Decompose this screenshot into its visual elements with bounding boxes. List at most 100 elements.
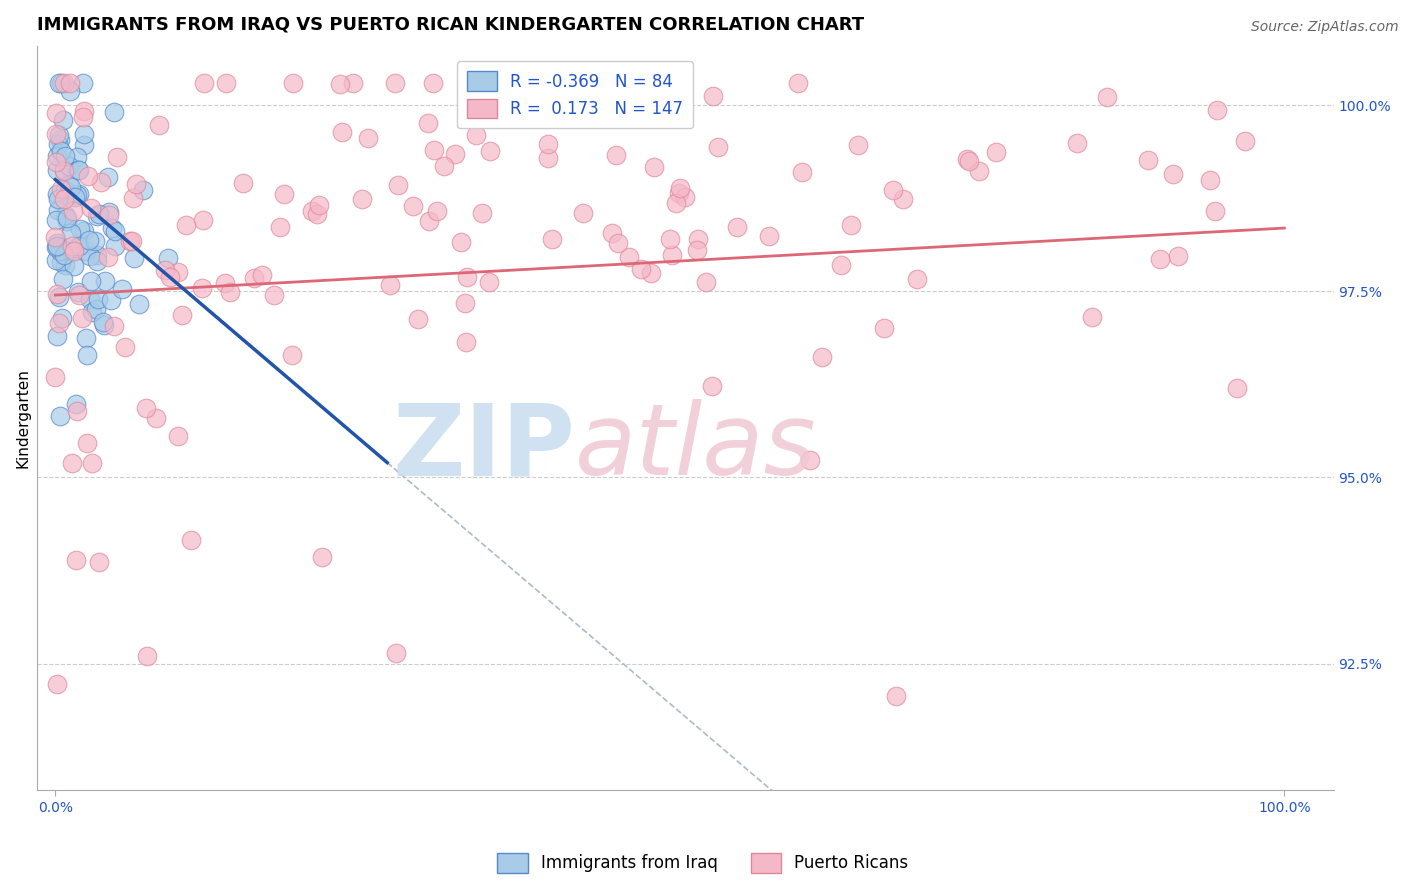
Point	[702, 88, 724, 103]
Point	[79, 274, 101, 288]
Point	[706, 140, 728, 154]
Point	[426, 204, 449, 219]
Point	[75, 244, 97, 258]
Point	[72, 76, 94, 90]
Point	[231, 176, 253, 190]
Point	[1081, 310, 1104, 324]
Point	[107, 150, 129, 164]
Point	[76, 348, 98, 362]
Point	[48, 409, 70, 423]
Point	[1199, 173, 1222, 187]
Point	[1097, 89, 1119, 103]
Point	[79, 292, 101, 306]
Point	[385, 647, 408, 661]
Point	[98, 205, 121, 219]
Point	[135, 401, 157, 415]
Point	[86, 254, 108, 268]
Point	[52, 192, 75, 206]
Point	[357, 130, 380, 145]
Point	[93, 274, 115, 288]
Point	[330, 125, 353, 139]
Point	[59, 84, 82, 98]
Point	[53, 162, 76, 177]
Point	[67, 162, 90, 177]
Point	[572, 205, 595, 219]
Point	[668, 186, 690, 201]
Point	[180, 533, 202, 547]
Point	[695, 276, 717, 290]
Point	[329, 78, 352, 92]
Point	[103, 239, 125, 253]
Point	[66, 150, 89, 164]
Point	[423, 143, 446, 157]
Point	[786, 76, 808, 90]
Point	[62, 204, 84, 219]
Point	[600, 227, 623, 241]
Point	[810, 350, 832, 364]
Point	[122, 251, 145, 265]
Point	[758, 228, 780, 243]
Point	[87, 555, 110, 569]
Point	[301, 204, 323, 219]
Point	[45, 155, 67, 169]
Point	[311, 549, 333, 564]
Point	[956, 152, 979, 166]
Point	[605, 147, 627, 161]
Point	[45, 253, 67, 268]
Text: ZIP: ZIP	[392, 400, 575, 496]
Point	[380, 278, 402, 293]
Point	[103, 105, 125, 120]
Point	[792, 165, 814, 179]
Point	[56, 213, 79, 227]
Point	[46, 163, 69, 178]
Point	[422, 76, 444, 90]
Point	[193, 76, 215, 90]
Point	[84, 302, 107, 317]
Point	[444, 147, 467, 161]
Point	[882, 183, 904, 197]
Point	[91, 315, 114, 329]
Point	[402, 199, 425, 213]
Point	[86, 248, 108, 262]
Point	[62, 260, 84, 274]
Point	[1161, 167, 1184, 181]
Point	[103, 318, 125, 333]
Point	[77, 169, 100, 183]
Point	[70, 310, 93, 325]
Point	[58, 178, 80, 193]
Point	[307, 207, 329, 221]
Point	[45, 127, 67, 141]
Point	[984, 145, 1007, 160]
Point	[122, 190, 145, 204]
Point	[60, 226, 83, 240]
Point	[191, 281, 214, 295]
Point	[49, 244, 72, 258]
Point	[1167, 249, 1189, 263]
Y-axis label: Kindergarten: Kindergarten	[15, 368, 30, 467]
Point	[101, 220, 124, 235]
Point	[118, 234, 141, 248]
Point	[67, 163, 90, 178]
Point	[659, 232, 682, 246]
Point	[846, 138, 869, 153]
Point	[1137, 153, 1160, 167]
Legend: Immigrants from Iraq, Puerto Ricans: Immigrants from Iraq, Puerto Ricans	[491, 847, 915, 880]
Point	[456, 270, 478, 285]
Point	[67, 187, 90, 202]
Point	[873, 321, 896, 335]
Point	[1226, 381, 1249, 395]
Point	[98, 208, 121, 222]
Point	[66, 403, 89, 417]
Point	[387, 178, 409, 193]
Point	[418, 116, 440, 130]
Point	[59, 76, 82, 90]
Point	[470, 206, 492, 220]
Point	[478, 144, 501, 158]
Point	[174, 218, 197, 232]
Point	[46, 192, 69, 206]
Point	[384, 76, 406, 90]
Point	[673, 190, 696, 204]
Point	[640, 266, 662, 280]
Point	[342, 76, 364, 90]
Point	[49, 255, 72, 269]
